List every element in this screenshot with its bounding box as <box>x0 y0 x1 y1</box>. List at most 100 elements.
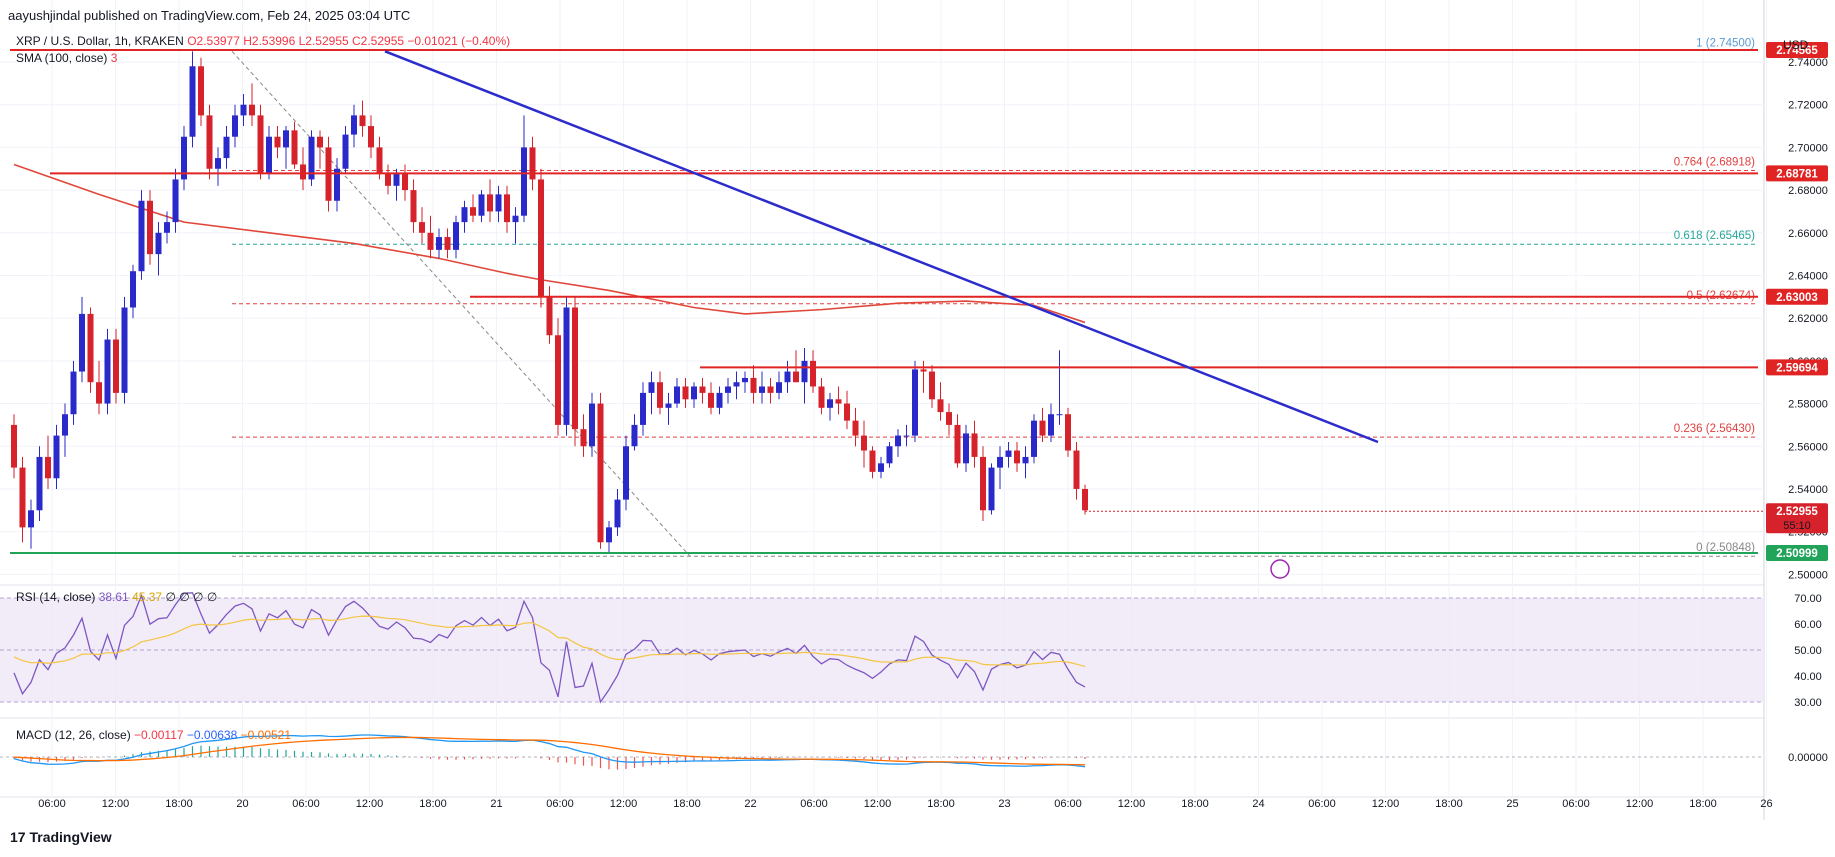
price-tick-label: 2.66000 <box>1788 228 1828 240</box>
candle-body <box>257 115 264 174</box>
candle-body <box>793 371 799 383</box>
candle-body <box>155 232 162 255</box>
candle-body <box>308 136 315 180</box>
candle-body <box>70 371 77 415</box>
signal-line <box>13 736 1086 766</box>
time-tick-label: 12:00 <box>610 798 638 810</box>
candle-body <box>682 386 689 400</box>
time-tick-label: 18:00 <box>927 798 955 810</box>
price-tags: 2.74565 2.68781 2.63003 2.59694 2.50999 2.529… <box>1085 41 1828 579</box>
fib-label: 1 (2.74500) <box>1696 37 1755 49</box>
macd-pane <box>0 734 1764 770</box>
candle-body <box>1039 420 1046 436</box>
candle-body <box>113 339 119 393</box>
macd-line <box>13 734 1086 768</box>
candle-body <box>436 237 442 250</box>
candle-body <box>487 194 493 212</box>
candle-body <box>801 360 808 383</box>
tradingview-logo[interactable]: 17 TradingView <box>10 829 112 845</box>
rsi-label: RSI (14, close) <box>16 590 96 604</box>
time-tick-label: 12:00 <box>1118 798 1146 810</box>
tag-268781-bg <box>1766 165 1828 182</box>
candle-body <box>699 386 706 393</box>
candle-body <box>606 527 612 543</box>
candle-body <box>538 179 544 297</box>
candle-body <box>36 456 43 511</box>
candle-body <box>631 424 638 447</box>
time-tick-label: 18:00 <box>1689 798 1717 810</box>
sma-value: 3 <box>110 51 118 65</box>
candle-body <box>461 207 468 223</box>
macd-legend[interactable]: MACD (12, 26, close) −0.00117 −0.00638 −… <box>16 728 291 742</box>
candle-body <box>385 173 391 186</box>
candle-body <box>861 435 867 451</box>
brand-name: TradingView <box>29 829 112 845</box>
candle-body <box>189 66 196 137</box>
fib-label: 0.618 (2.65465) <box>1674 230 1755 242</box>
time-tick-label: 18:00 <box>419 798 447 810</box>
candle-body <box>767 386 774 393</box>
candle-body <box>410 190 417 223</box>
rsi-value: 38.61 <box>98 590 129 604</box>
candle-body <box>657 382 663 408</box>
tag-259694: 2.59694 <box>1776 362 1818 374</box>
candle-body <box>402 173 408 191</box>
candle-body <box>266 136 272 174</box>
candle-body <box>206 115 213 169</box>
candle-body <box>453 222 459 250</box>
candle-body <box>997 456 1003 468</box>
symbol-name: XRP / U.S. Dollar, 1h, KRAKEN <box>16 34 184 48</box>
candle-body <box>555 335 561 425</box>
candle-body <box>759 386 765 393</box>
rsi-legend[interactable]: RSI (14, close) 38.61 45.37 ∅ ∅ ∅ ∅ <box>16 590 217 604</box>
price-tick-label: 2.70000 <box>1788 142 1828 154</box>
tag-support: 2.50999 <box>1776 548 1818 560</box>
candle-body <box>623 446 629 500</box>
candle-body <box>274 136 281 148</box>
candle-body <box>903 435 910 437</box>
rsi-ma-line <box>13 615 1086 668</box>
candle-body <box>45 456 51 479</box>
candle-body <box>852 420 859 436</box>
horizontal-levels[interactable] <box>10 48 1758 555</box>
rsi-tick-label: 30.00 <box>1794 697 1822 709</box>
signal-value: −0.00521 <box>240 728 292 742</box>
time-tick-label: 24 <box>1252 798 1264 810</box>
candle-body <box>529 147 536 180</box>
candle-body <box>946 412 952 425</box>
candle-body <box>172 179 179 223</box>
candle-body <box>776 382 782 393</box>
time-tick-label: 06:00 <box>546 798 574 810</box>
time-tick-label: 06:00 <box>1308 798 1336 810</box>
time-tick-label: 23 <box>998 798 1010 810</box>
candle-body <box>300 164 306 180</box>
candle-body <box>504 194 510 223</box>
symbol-legend[interactable]: XRP / U.S. Dollar, 1h, KRAKEN O2.53977 H… <box>16 34 510 48</box>
tag-support-bg <box>1766 545 1828 562</box>
candle-body <box>1005 450 1012 457</box>
time-tick-label: 25 <box>1506 798 1518 810</box>
price-tick-label: 2.68000 <box>1788 185 1828 197</box>
candle-body <box>317 136 323 148</box>
rsi-tick-label: 50.00 <box>1794 645 1822 657</box>
sma-line <box>13 163 1086 324</box>
candle-body <box>11 424 17 468</box>
trendlines[interactable] <box>384 50 1379 444</box>
price-tick-label: 2.74000 <box>1788 57 1828 69</box>
candle-body <box>138 200 145 272</box>
candle-body <box>818 386 825 408</box>
candle-body <box>954 424 961 464</box>
time-tick-label: 06:00 <box>292 798 320 810</box>
candle-body <box>980 456 986 511</box>
rsi-line <box>13 592 1086 704</box>
candle-body <box>215 158 221 169</box>
time-tick-label: 18:00 <box>165 798 193 810</box>
sma-legend[interactable]: SMA (100, close) 3 <box>16 51 117 65</box>
candle-body <box>937 399 944 413</box>
current-price-tag-bg <box>1766 503 1828 534</box>
candle-body <box>733 382 740 387</box>
candle-body <box>512 215 519 223</box>
tag-274565-bg <box>1766 41 1828 58</box>
candle-body <box>147 200 153 255</box>
